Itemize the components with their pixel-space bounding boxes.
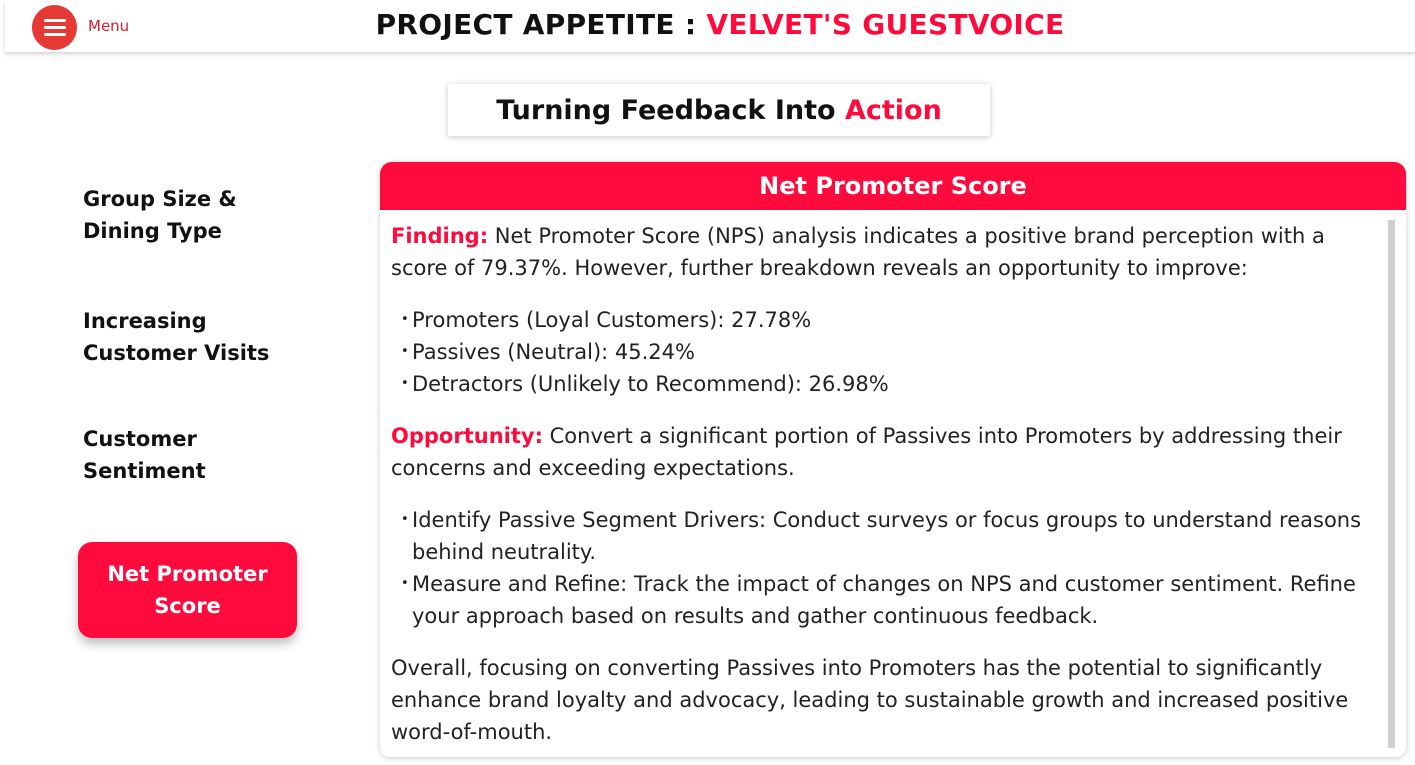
sidebar-item-net-promoter-score[interactable]: Net Promoter Score xyxy=(78,542,297,638)
card-body: Finding: Net Promoter Score (NPS) analys… xyxy=(391,220,1381,748)
finding-text: Net Promoter Score (NPS) analysis indica… xyxy=(391,224,1325,280)
sidebar-item-label-line1: Customer xyxy=(83,427,197,451)
app-title-main: PROJECT APPETITE : xyxy=(375,8,707,41)
list-item: Identify Passive Segment Drivers: Conduc… xyxy=(401,504,1381,568)
card-title: Net Promoter Score xyxy=(380,162,1406,210)
sidebar-item-label-line2: Score xyxy=(154,594,221,618)
content-card: Net Promoter Score Finding: Net Promoter… xyxy=(380,162,1406,757)
sidebar-item-label-line1: Increasing xyxy=(83,309,207,333)
app-title: PROJECT APPETITE : VELVET'S GUESTVOICE xyxy=(0,8,1415,41)
nps-breakdown-list: Promoters (Loyal Customers): 27.78% Pass… xyxy=(401,304,1381,400)
opportunity-label: Opportunity: xyxy=(391,424,543,448)
sidebar-item-label-line2: Dining Type xyxy=(83,219,222,243)
sidebar-item-label-line2: Customer Visits xyxy=(83,341,270,365)
scrollbar[interactable] xyxy=(1388,220,1395,748)
hamburger-icon-line xyxy=(43,26,66,29)
list-item: Promoters (Loyal Customers): 27.78% xyxy=(401,304,1381,336)
sidebar-item-customer-sentiment[interactable]: Customer Sentiment xyxy=(83,423,283,487)
list-item: Measure and Refine: Track the impact of … xyxy=(401,568,1381,632)
sidebar-item-label-line2: Sentiment xyxy=(83,459,206,483)
app-title-accent: VELVET'S GUESTVOICE xyxy=(706,8,1065,41)
subtitle-main: Turning Feedback Into xyxy=(496,94,845,126)
menu-label[interactable]: Menu xyxy=(88,17,130,35)
finding-label: Finding: xyxy=(391,224,489,248)
hamburger-icon-line xyxy=(43,33,66,36)
finding-paragraph: Finding: Net Promoter Score (NPS) analys… xyxy=(391,220,1381,284)
top-bar: Menu xyxy=(5,0,1415,52)
hamburger-icon-line xyxy=(43,19,66,22)
sidebar-item-label-line1: Group Size & xyxy=(83,187,237,211)
sidebar-item-increasing-visits[interactable]: Increasing Customer Visits xyxy=(83,305,283,369)
list-item: Detractors (Unlikely to Recommend): 26.9… xyxy=(401,368,1381,400)
conclusion-paragraph: Overall, focusing on converting Passives… xyxy=(391,656,1349,744)
sidebar-item-label-line1: Net Promoter xyxy=(107,562,268,586)
opportunity-paragraph: Opportunity: Convert a significant porti… xyxy=(391,420,1381,484)
page-subtitle: Turning Feedback Into Action xyxy=(448,84,990,136)
opportunity-text: Convert a significant portion of Passive… xyxy=(391,424,1342,480)
subtitle-accent: Action xyxy=(844,94,942,126)
sidebar-item-group-size[interactable]: Group Size & Dining Type xyxy=(83,183,283,247)
list-item: Passives (Neutral): 45.24% xyxy=(401,336,1381,368)
action-list: Identify Passive Segment Drivers: Conduc… xyxy=(401,504,1381,632)
menu-button[interactable] xyxy=(32,5,77,50)
